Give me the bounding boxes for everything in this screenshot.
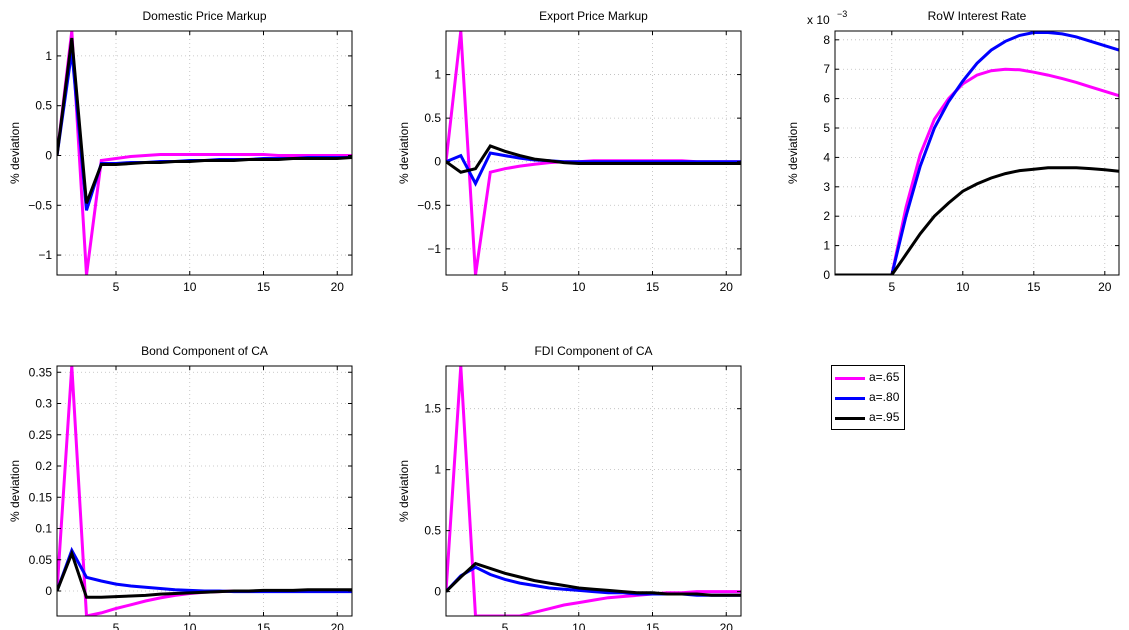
series-line	[57, 50, 352, 211]
chart-title: FDI Component of CA	[534, 344, 652, 358]
series-line	[57, 546, 352, 594]
y-tick-label: 0.1	[35, 522, 52, 536]
y-tick-label: −0.5	[28, 198, 52, 212]
legend: a=.65 a=.80 a=.95	[831, 365, 905, 430]
x-tick-label: 5	[502, 621, 509, 630]
y-tick-label: 3	[823, 180, 830, 194]
chart-panel: 5 10 15 20 0 1 2 3 4 5 6 7 8 RoW Interest Rate % devia…	[786, 9, 1120, 294]
x-tick-label: 20	[720, 280, 734, 294]
series-line	[835, 166, 1119, 275]
y-tick-label: −1	[38, 248, 52, 262]
x-tick-label: 10	[183, 280, 197, 294]
axes-frame	[834, 30, 1120, 276]
x-tick-label: 5	[888, 280, 895, 294]
y-tick-label: 8	[823, 33, 830, 47]
y-axis-label: % deviation	[786, 122, 800, 184]
y-tick-label: 6	[823, 92, 830, 106]
x-tick-label: 15	[1027, 280, 1041, 294]
y-tick-label: 0.2	[35, 459, 52, 473]
y-tick-label: 0.5	[424, 524, 441, 538]
y-axis-label: % deviation	[397, 122, 411, 184]
y-axis-label: % deviation	[8, 122, 22, 184]
chart-panel: 5 10 15 20 −1 −0.5 0 0.5 1 Domestic Price Markup%…	[8, 9, 353, 294]
y-tick-label: 7	[823, 62, 830, 76]
axes-frame	[56, 365, 353, 617]
axis-exponent-label: x 10	[807, 13, 830, 27]
x-tick-label: 15	[646, 280, 660, 294]
x-tick-label: 10	[572, 280, 586, 294]
chart-title: Domestic Price Markup	[142, 9, 266, 23]
y-tick-label: 1	[434, 463, 441, 477]
series-line	[57, 549, 352, 599]
chart-panel: 5 10 15 20 0 0.05 0.1 0.15 0.2 0.25 0.3 0.35 Bond Co…	[8, 344, 353, 630]
legend-swatch	[835, 397, 865, 400]
y-tick-label: 0	[434, 585, 441, 599]
x-tick-label: 15	[257, 621, 271, 630]
x-tick-label: 5	[502, 280, 509, 294]
y-tick-label: 1	[45, 49, 52, 63]
legend-label: a=.65	[869, 370, 900, 384]
y-tick-label: 0.35	[29, 365, 53, 379]
x-tick-label: 15	[646, 621, 660, 630]
x-tick-label: 10	[183, 621, 197, 630]
axes-frame	[445, 30, 742, 276]
y-tick-label: 0	[45, 148, 52, 162]
axis-exponent-power: −3	[837, 9, 847, 19]
y-axis-label: % deviation	[8, 460, 22, 522]
x-tick-label: 5	[113, 280, 120, 294]
chart-title: Bond Component of CA	[141, 344, 268, 358]
x-tick-label: 20	[331, 280, 345, 294]
y-tick-label: 0	[45, 584, 52, 598]
x-tick-label: 20	[331, 621, 345, 630]
series-line	[57, 31, 352, 275]
chart-title: Export Price Markup	[539, 9, 648, 23]
legend-entry: a=.95	[832, 408, 904, 428]
x-tick-label: 15	[257, 280, 271, 294]
y-tick-label: 1	[434, 68, 441, 82]
chart-panel: 5 10 15 20 −1 −0.5 0 0.5 1 Export Price Markup % d…	[397, 9, 742, 294]
y-axis-label: % deviation	[397, 460, 411, 522]
x-tick-label: 5	[113, 621, 120, 630]
y-tick-label: 0	[823, 268, 830, 282]
legend-entry: a=.80	[832, 388, 904, 408]
y-tick-label: −1	[427, 242, 441, 256]
y-tick-label: 0.5	[424, 111, 441, 125]
legend-swatch	[835, 377, 865, 380]
series-line	[446, 151, 741, 187]
legend-label: a=.95	[869, 410, 900, 424]
y-tick-label: 0.5	[35, 99, 52, 113]
series-line	[446, 561, 741, 597]
series-line	[835, 67, 1119, 275]
x-tick-label: 20	[1098, 280, 1112, 294]
chart-panel: 5 10 15 20 0 0.5 1 1.5 FDI Component of CA % devi…	[397, 344, 742, 630]
y-tick-label: 1	[823, 239, 830, 253]
x-tick-label: 20	[720, 621, 734, 630]
y-tick-label: 0.15	[29, 490, 53, 504]
y-tick-label: 4	[823, 150, 830, 164]
y-tick-label: 0.3	[35, 397, 52, 411]
y-tick-label: 5	[823, 121, 830, 135]
y-tick-label: −0.5	[417, 198, 441, 212]
series-line	[57, 37, 352, 204]
x-tick-label: 10	[572, 621, 586, 630]
y-tick-label: 2	[823, 209, 830, 223]
axes-frame	[445, 365, 742, 617]
series-line	[835, 31, 1119, 275]
series-line	[446, 366, 741, 616]
y-tick-label: 0	[434, 155, 441, 169]
axes-frame	[56, 30, 353, 276]
y-tick-label: 0.25	[29, 428, 53, 442]
x-tick-label: 10	[956, 280, 970, 294]
legend-swatch	[835, 417, 865, 420]
legend-entry: a=.65	[832, 368, 904, 388]
y-tick-label: 0.05	[29, 553, 53, 567]
y-tick-label: 1.5	[424, 402, 441, 416]
series-line	[446, 144, 741, 174]
chart-title: RoW Interest Rate	[928, 9, 1027, 23]
legend-label: a=.80	[869, 390, 900, 404]
